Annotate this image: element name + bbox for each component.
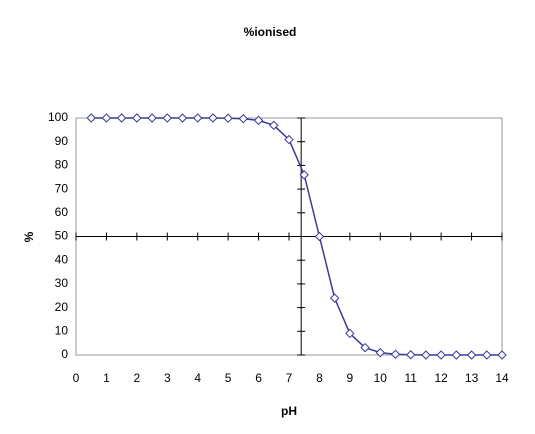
marker xyxy=(406,350,416,360)
chart-title: %ionised xyxy=(244,25,297,39)
marker xyxy=(162,113,172,123)
marker xyxy=(466,350,477,360)
x-tick-label: 13 xyxy=(465,371,479,385)
y-tick-label: 90 xyxy=(55,134,69,148)
marker xyxy=(147,113,157,123)
x-tick-label: 14 xyxy=(495,371,509,385)
marker xyxy=(101,113,112,123)
x-axis-label: pH xyxy=(281,404,297,418)
x-tick-label: 10 xyxy=(374,371,388,385)
y-tick-label: 0 xyxy=(61,347,68,361)
x-tick-label: 8 xyxy=(316,371,323,385)
y-tick-label: 100 xyxy=(48,110,68,124)
marker xyxy=(238,114,249,124)
y-tick-label: 60 xyxy=(55,205,69,219)
x-tick-label: 12 xyxy=(434,371,448,385)
marker xyxy=(223,113,233,123)
marker xyxy=(116,113,127,123)
x-tick-label: 4 xyxy=(194,371,201,385)
marker xyxy=(345,328,355,339)
marker xyxy=(177,113,188,123)
marker xyxy=(253,115,264,126)
marker xyxy=(299,170,309,180)
x-tick-label: 5 xyxy=(225,371,232,385)
x-tick-label: 0 xyxy=(73,371,80,385)
marker xyxy=(329,293,340,303)
y-tick-label: 10 xyxy=(55,323,69,337)
marker xyxy=(132,113,142,123)
y-axis-label: % xyxy=(22,231,36,242)
marker xyxy=(86,113,96,123)
marker xyxy=(451,350,462,360)
marker xyxy=(390,349,401,359)
marker xyxy=(193,113,203,123)
x-tick-label: 7 xyxy=(286,371,293,385)
series-line xyxy=(91,117,502,356)
x-tick-label: 9 xyxy=(347,371,354,385)
x-tick-label: 2 xyxy=(134,371,141,385)
marker xyxy=(375,347,385,358)
marker xyxy=(360,342,370,353)
marker xyxy=(208,113,218,123)
marker xyxy=(436,350,446,360)
marker xyxy=(421,350,431,360)
marker xyxy=(497,350,507,360)
marker xyxy=(314,231,325,242)
y-tick-label: 40 xyxy=(55,252,69,266)
y-tick-label: 20 xyxy=(55,300,69,314)
x-tick-label: 11 xyxy=(404,371,417,385)
y-tick-label: 70 xyxy=(55,181,69,195)
marker xyxy=(284,134,294,145)
marker xyxy=(269,120,279,131)
y-tick-label: 50 xyxy=(55,229,69,243)
y-tick-label: 30 xyxy=(55,276,69,290)
x-tick-label: 3 xyxy=(164,371,171,385)
marker xyxy=(482,350,492,360)
x-tick-label: 6 xyxy=(255,371,262,385)
x-tick-label: 1 xyxy=(103,371,110,385)
y-tick-label: 80 xyxy=(55,158,69,172)
